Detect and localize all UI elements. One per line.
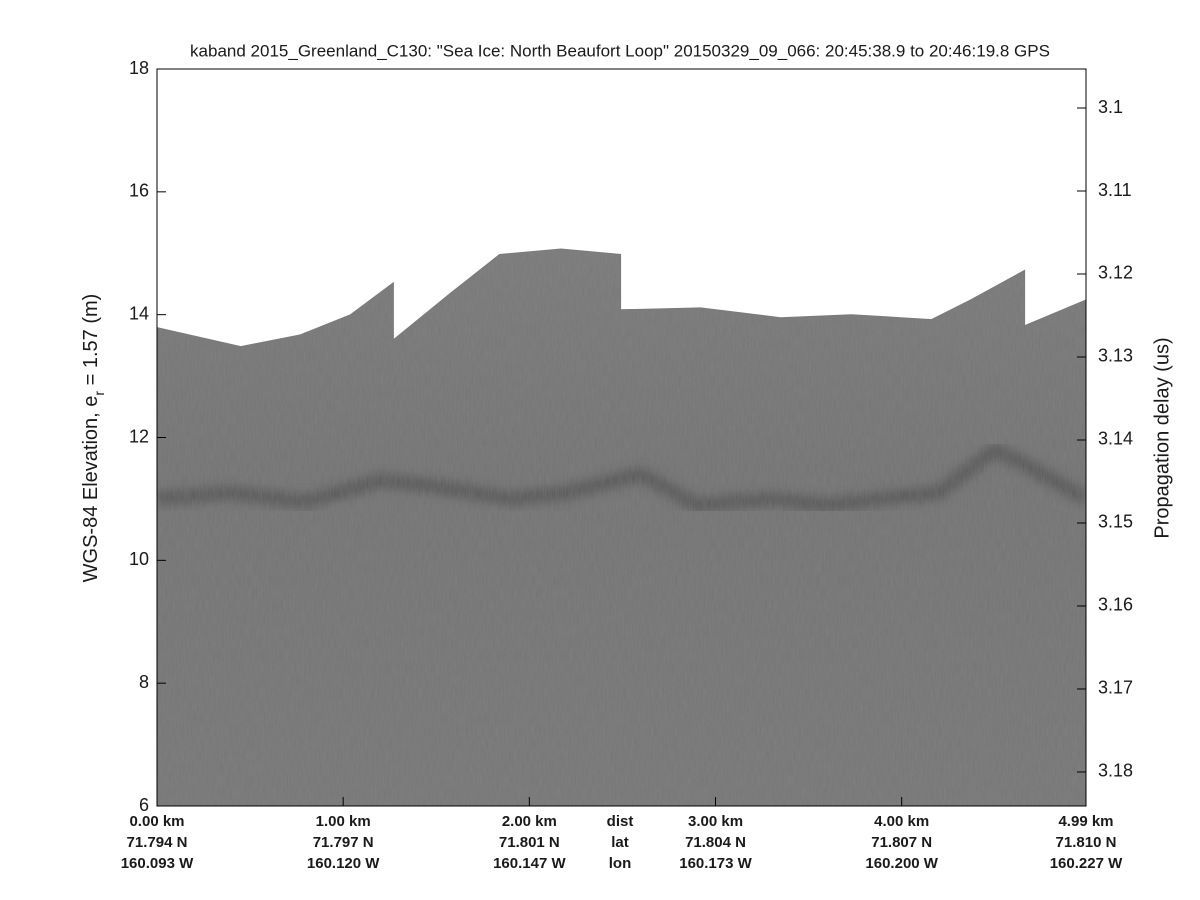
lon-label: 160.147 W <box>493 855 566 872</box>
chart-title: kaband 2015_Greenland_C130: "Sea Ice: No… <box>190 41 1050 60</box>
x-tick-label: 4.00 km <box>874 813 929 830</box>
x-tick-label: 4.99 km <box>1058 813 1113 830</box>
x-tick-label: 1.00 km <box>316 813 371 830</box>
y2-tick-label: 3.12 <box>1098 263 1133 283</box>
lat-label: 71.804 N <box>685 834 746 851</box>
y-label-text: = 1.57 (m) <box>80 294 102 391</box>
row-label: dist <box>607 813 634 830</box>
y-tick-label: 18 <box>129 58 149 78</box>
x-tick-label: 3.00 km <box>688 813 743 830</box>
x-tick-label: 2.00 km <box>502 813 557 830</box>
y-tick-label: 12 <box>129 426 149 446</box>
y-label-text: WGS-84 Elevation, e <box>80 396 102 583</box>
row-label: lon <box>609 855 632 872</box>
y-tick-label: 16 <box>129 181 149 201</box>
y2-axis-label: Propagation delay (us) <box>1151 337 1173 538</box>
y2-tick-label: 3.11 <box>1098 180 1132 200</box>
lon-label: 160.093 W <box>121 855 194 872</box>
y-axis-label: WGS-84 Elevation, er = 1.57 (m) <box>80 294 106 583</box>
lat-label: 71.797 N <box>313 834 374 851</box>
lon-label: 160.120 W <box>307 855 380 872</box>
lat-label: 71.794 N <box>127 834 188 851</box>
y2-tick-label: 3.18 <box>1098 761 1133 781</box>
y2-tick-label: 3.16 <box>1098 595 1133 615</box>
y-tick-label: 10 <box>129 549 149 569</box>
echogram-noise <box>157 249 1086 806</box>
y2-tick-label: 3.13 <box>1098 346 1133 366</box>
y2-tick-label: 3.1 <box>1098 97 1123 117</box>
y-tick-label: 6 <box>139 795 149 815</box>
lon-label: 160.173 W <box>679 855 752 872</box>
lat-label: 71.810 N <box>1056 834 1117 851</box>
row-label: lat <box>611 834 629 851</box>
surface-line <box>156 248 1087 348</box>
lon-label: 160.227 W <box>1050 855 1123 872</box>
y2-tick-label: 3.17 <box>1098 678 1133 698</box>
y-tick-label: 8 <box>139 672 149 692</box>
lon-label: 160.200 W <box>865 855 938 872</box>
y-tick-label: 14 <box>129 303 149 323</box>
lat-label: 71.807 N <box>871 834 932 851</box>
y-label-sub: r <box>91 391 107 396</box>
x-tick-label: 0.00 km <box>129 813 184 830</box>
y2-tick-label: 3.14 <box>1098 429 1133 449</box>
lat-label: 71.801 N <box>499 834 560 851</box>
y2-tick-label: 3.15 <box>1098 512 1133 532</box>
layer-group <box>157 249 1086 806</box>
